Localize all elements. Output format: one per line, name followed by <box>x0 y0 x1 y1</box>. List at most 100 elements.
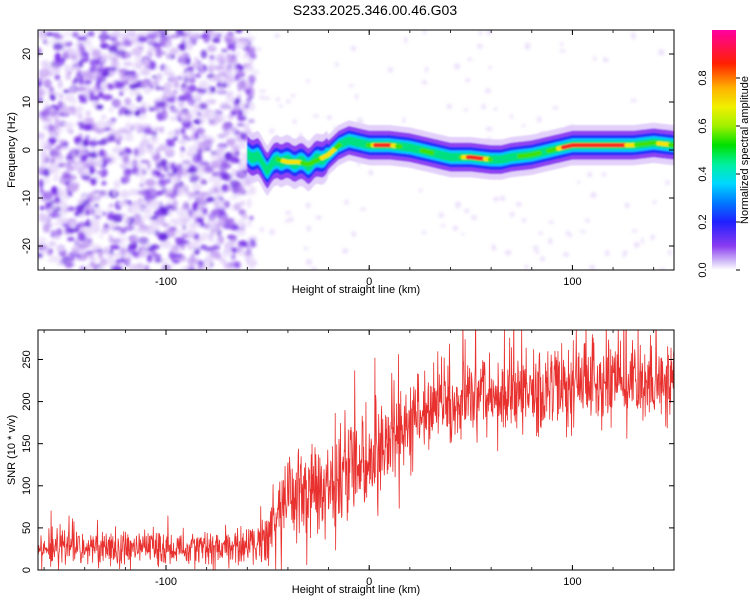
noise-blob <box>41 68 47 76</box>
noise-speck <box>278 104 283 108</box>
noise-blob <box>191 182 202 192</box>
noise-blob <box>180 146 186 153</box>
noise-blob <box>150 219 155 228</box>
noise-blob <box>184 184 189 194</box>
noise-blob <box>249 186 256 196</box>
noise-speck <box>577 180 581 185</box>
noise-blob <box>186 137 192 141</box>
noise-blob <box>109 203 114 208</box>
noise-blob <box>229 57 238 64</box>
noise-speck <box>524 42 531 50</box>
noise-blob <box>82 139 89 148</box>
noise-blob <box>65 206 76 212</box>
noise-speck <box>351 231 357 238</box>
noise-blob <box>60 146 72 151</box>
noise-blob <box>67 236 75 242</box>
noise-blob <box>190 124 195 132</box>
noise-blob <box>102 157 113 163</box>
noise-blob <box>81 174 91 180</box>
noise-blob <box>48 240 57 247</box>
y-tick-label: 10 <box>21 96 33 108</box>
noise-speck <box>354 93 359 100</box>
noise-blob <box>134 56 142 64</box>
noise-blob <box>71 31 79 38</box>
noise-speck <box>452 225 459 231</box>
noise-blob <box>193 210 205 217</box>
noise-blob <box>210 86 216 93</box>
noise-blob <box>61 105 71 115</box>
noise-blob <box>194 56 199 63</box>
noise-blob <box>69 220 78 229</box>
noise-blob <box>76 86 86 92</box>
noise-speck <box>631 35 636 40</box>
noise-blob <box>54 34 64 40</box>
noise-speck <box>387 67 394 73</box>
noise-speck <box>350 45 357 52</box>
noise-blob <box>51 186 58 195</box>
noise-blob <box>72 59 78 63</box>
noise-blob <box>199 115 207 124</box>
noise-blob <box>103 246 109 255</box>
noise-speck <box>562 252 570 257</box>
noise-speck <box>306 225 311 232</box>
noise-blob <box>58 39 69 45</box>
noise-blob <box>117 201 129 207</box>
noise-blob <box>98 233 104 239</box>
noise-blob <box>187 84 197 93</box>
x-tick-label: 100 <box>563 576 581 588</box>
noise-blob <box>43 167 51 178</box>
noise-blob <box>97 91 104 99</box>
noise-blob <box>191 190 198 199</box>
noise-blob <box>64 94 76 102</box>
noise-blob <box>219 257 227 264</box>
noise-blob <box>179 151 185 159</box>
noise-blob <box>43 176 50 186</box>
noise-blob <box>96 30 103 34</box>
noise-blob <box>241 213 249 220</box>
noise-blob <box>154 258 164 263</box>
noise-speck <box>633 241 640 248</box>
noise-blob <box>96 83 101 88</box>
noise-blob <box>39 139 48 149</box>
noise-blob <box>57 188 68 195</box>
signal-peak <box>536 150 542 156</box>
noise-blob <box>43 191 53 196</box>
noise-blob <box>249 101 255 112</box>
noise-speck <box>334 62 339 67</box>
noise-blob <box>133 122 142 131</box>
snr-y-label: SNR (10 * v/v) <box>6 415 18 485</box>
noise-speck <box>650 234 655 241</box>
noise-blob <box>119 91 124 96</box>
noise-blob <box>163 70 175 77</box>
noise-blob <box>186 168 197 174</box>
noise-blob <box>235 229 246 237</box>
noise-blob <box>38 47 42 56</box>
noise-blob <box>54 67 61 73</box>
y-tick-label: 50 <box>21 522 33 534</box>
noise-blob <box>120 106 127 112</box>
noise-blob <box>38 97 44 103</box>
noise-blob <box>153 126 161 132</box>
noise-speck <box>593 55 597 62</box>
noise-blob <box>124 134 134 142</box>
noise-speck <box>623 250 628 254</box>
noise-blob <box>113 179 121 189</box>
noise-blob <box>165 177 172 184</box>
noise-blob <box>118 162 125 169</box>
noise-speck <box>424 66 429 73</box>
noise-blob <box>197 155 203 163</box>
noise-blob <box>235 30 243 34</box>
noise-blob <box>218 133 229 138</box>
noise-blob <box>218 206 226 216</box>
noise-blob <box>168 226 177 232</box>
noise-blob <box>172 136 178 142</box>
noise-blob <box>128 236 134 241</box>
noise-blob <box>98 250 103 259</box>
noise-blob <box>79 121 84 130</box>
noise-blob <box>219 102 231 110</box>
noise-blob <box>57 79 63 89</box>
noise-blob <box>79 36 88 41</box>
noise-blob <box>187 43 192 49</box>
noise-blob <box>80 154 87 163</box>
